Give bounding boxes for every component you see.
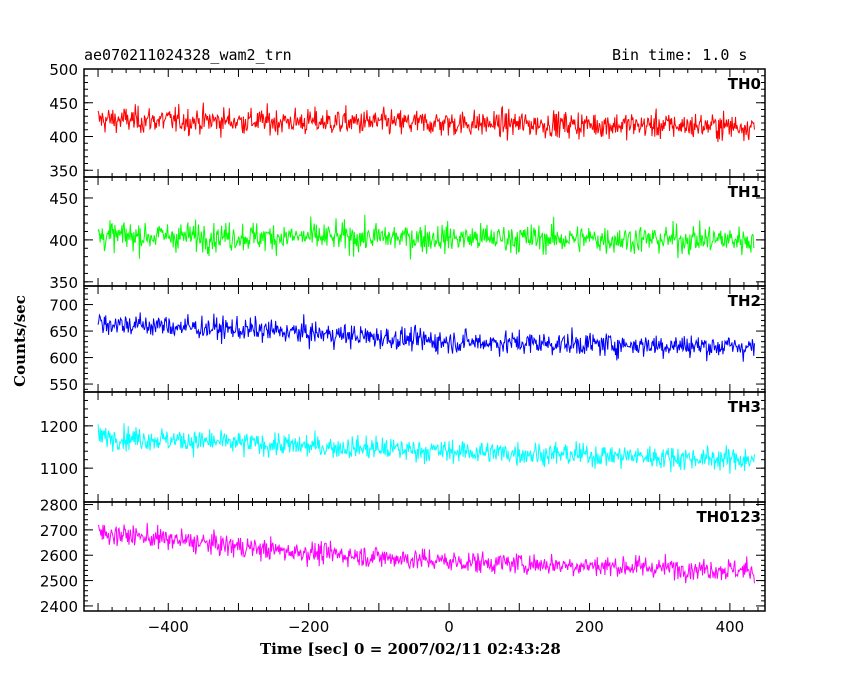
panel-th3: 1100 1200 TH3	[40, 391, 766, 503]
y-tick-label: 1200	[40, 418, 78, 436]
y-tick-label: 2800	[40, 497, 78, 515]
bin-time-label: Bin time: 1.0 s	[612, 46, 748, 64]
x-tick-label: −200	[288, 618, 329, 636]
x-tick-label: −400	[148, 618, 189, 636]
x-tick-label: 200	[575, 618, 604, 636]
y-tick-label: 1100	[40, 460, 78, 478]
series-line-th1	[97, 214, 755, 260]
y-tick-label: 2700	[40, 522, 78, 540]
y-tick-label: 2500	[40, 573, 78, 591]
y-tick-label: 2400	[40, 598, 78, 616]
panel-th0: 350 400 450 500 TH0	[49, 61, 766, 180]
y-axis-label: Counts/sec	[11, 295, 29, 387]
x-tick-label: 400	[716, 618, 745, 636]
panel-label: TH3	[728, 398, 761, 416]
panel-label: TH0123	[696, 508, 761, 526]
y-tick-label: 600	[49, 350, 78, 368]
panel-frame	[83, 501, 766, 612]
y-tick-label: 350	[49, 162, 78, 180]
y-tick-label: 450	[49, 190, 78, 208]
x-tick-label: 0	[444, 618, 454, 636]
series-line-th2	[97, 312, 755, 362]
panel-label: TH2	[728, 292, 761, 310]
y-tick-label: 650	[49, 323, 78, 341]
y-tick-label: 400	[49, 232, 78, 250]
y-tick-label: 350	[49, 274, 78, 292]
chart-title: ae070211024328_wam2_trn	[84, 46, 292, 64]
y-tick-label: 500	[49, 61, 78, 79]
panel-th2: 550 600 650 700 TH2	[49, 285, 766, 394]
y-tick-label: 700	[49, 297, 78, 315]
series-line-th0123	[97, 522, 755, 584]
x-axis-label: Time [sec] 0 = 2007/02/11 02:43:28	[260, 640, 561, 658]
panel-label: TH0	[728, 75, 761, 93]
y-tick-label: 550	[49, 376, 78, 394]
series-line-th0	[97, 102, 755, 143]
panel-label: TH1	[728, 183, 761, 201]
panel-th1: 350 400 450 TH1	[49, 176, 766, 292]
y-tick-label: 2600	[40, 547, 78, 565]
y-tick-label: 400	[49, 129, 78, 147]
panel-th0123: 2400 2500 2600 2700 2800 TH0123	[40, 497, 766, 616]
y-tick-label: 450	[49, 95, 78, 113]
series-line-th3	[97, 423, 755, 474]
